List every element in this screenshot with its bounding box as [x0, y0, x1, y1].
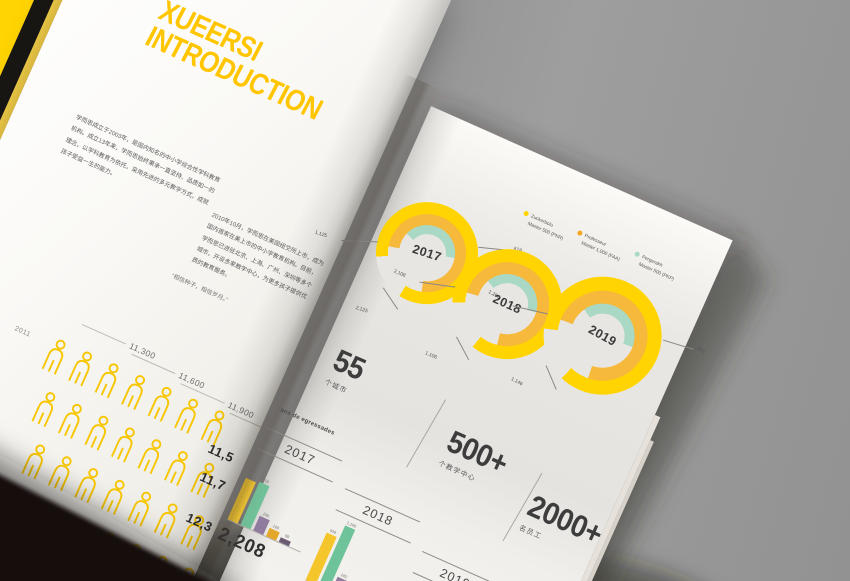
person-icon-cell — [143, 382, 179, 428]
stat-centers: 500+ 个教学中心 — [437, 424, 518, 495]
bar-value-label: 160 — [272, 523, 281, 531]
person-icon-cell — [169, 394, 205, 440]
bar-value-label: 820 — [248, 473, 257, 481]
person-icon — [90, 532, 115, 568]
legend-dot — [576, 229, 584, 237]
person-icon — [11, 496, 35, 532]
pictogram-row — [37, 335, 232, 452]
bar-value-label: 850 — [261, 477, 271, 485]
donut-charts: 20176181,1252,12520186212,1081,106201962… — [314, 106, 732, 416]
person-icon-cell — [116, 371, 152, 417]
person-icon — [74, 468, 99, 503]
person-icon — [21, 444, 46, 480]
person-icon — [67, 572, 78, 581]
page-title: XUEERSI INTRODUCTION — [140, 0, 340, 127]
bar-value-label: 282 — [340, 572, 349, 580]
legend-dot — [522, 210, 530, 217]
person-icon — [147, 386, 172, 422]
person-icon — [37, 508, 62, 544]
donut-label-bottom: 1,106 — [423, 350, 438, 361]
person-icon — [127, 491, 152, 527]
bar-value-label: 290 — [262, 511, 271, 519]
person-icon-cell — [63, 347, 99, 393]
person-icon-cell — [37, 335, 73, 381]
person-icon — [94, 363, 119, 399]
person-icon — [31, 392, 56, 427]
person-icon — [84, 415, 109, 451]
legend-text: Zuckerbolu Master 500 (PKR) — [526, 214, 567, 244]
donut-label-bottom: 1,146 — [509, 376, 524, 388]
legend-dot — [633, 250, 641, 258]
bar: 160 — [265, 523, 280, 541]
person-icon — [137, 439, 162, 475]
person-icon-cell — [90, 359, 126, 405]
bar-group-year: 2019 — [412, 551, 498, 581]
person-icon — [27, 561, 52, 581]
person-icon-cell — [26, 388, 62, 434]
bar-value-label: 1,196 — [346, 520, 358, 529]
bar: 88 — [278, 533, 291, 547]
tick-leader-line — [131, 353, 176, 375]
person-icon — [64, 520, 88, 556]
person-icon-cell — [53, 399, 89, 445]
person-icon-cell — [79, 411, 115, 457]
donut-label-right: 621 — [695, 345, 707, 355]
person-icon — [41, 339, 66, 375]
tick-leader-line — [81, 324, 127, 345]
intro-paragraph-1: 学而思成立于2003年，是国内知名的中小学综合性学科教育机构。成立13年来，学而… — [59, 114, 221, 207]
person-icon-cell — [106, 423, 142, 469]
person-icon-cell — [196, 406, 232, 452]
person-icon — [100, 479, 125, 515]
person-icon — [68, 351, 93, 387]
bar-value-label: 88 — [284, 533, 291, 540]
person-icon — [174, 398, 198, 434]
person-icon — [121, 375, 145, 410]
donut-leader-line — [662, 339, 694, 350]
bar-value-label: 939 — [329, 527, 338, 536]
person-icon — [47, 456, 72, 492]
pictogram-year-label: 2011 — [13, 325, 32, 339]
legend-text: Pergerakh Master 500 (PKP) — [637, 254, 678, 284]
person-icon — [58, 403, 82, 439]
person-icon — [200, 410, 225, 446]
person-icon — [111, 427, 135, 463]
